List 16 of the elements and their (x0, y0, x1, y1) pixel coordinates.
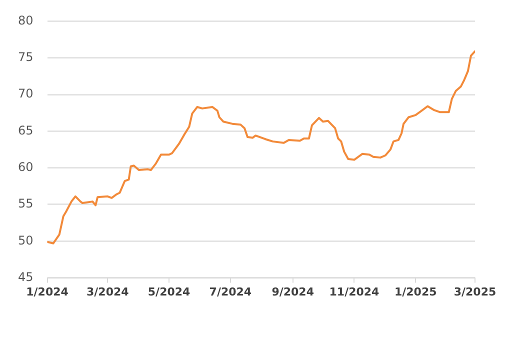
x-tick-label: 3/2024 (86, 285, 130, 298)
y-tick-label: 75 (18, 50, 34, 64)
x-tick-label: 1/2024 (26, 285, 69, 298)
y-tick-label: 45 (18, 270, 34, 284)
x-tick-label: 5/2024 (148, 285, 191, 298)
x-tick-label: 11/2024 (329, 285, 380, 298)
y-tick-label: 60 (18, 160, 34, 174)
y-tick-label: 65 (18, 123, 34, 138)
y-tick-label: 50 (18, 233, 34, 248)
y-tick-label: 80 (18, 13, 34, 28)
x-tick-label: 1/2025 (394, 285, 437, 298)
x-tick-label: 3/2025 (454, 285, 496, 298)
y-tick-label: 70 (18, 86, 34, 101)
x-tick-label: 7/2024 (209, 285, 252, 298)
y-tick-label: 55 (18, 196, 34, 211)
x-tick-label: 9/2024 (272, 285, 314, 298)
